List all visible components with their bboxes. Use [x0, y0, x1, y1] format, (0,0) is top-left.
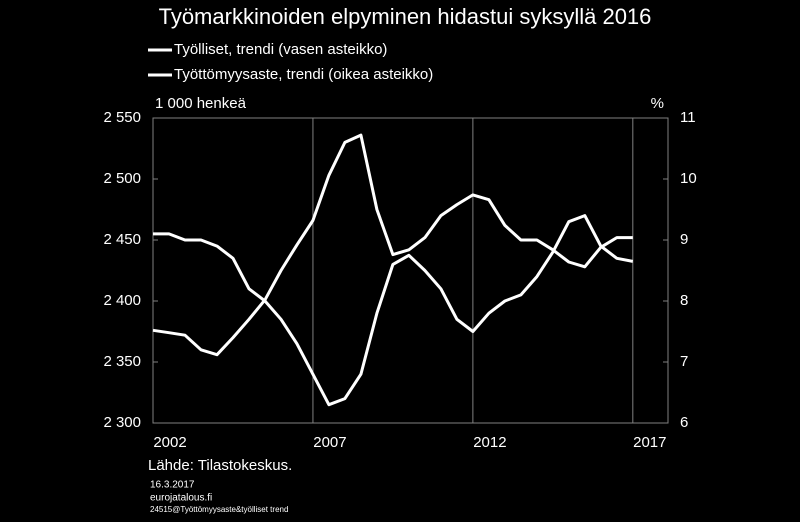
y2-tick-label: 6 [680, 414, 688, 431]
plot-frame [152, 117, 669, 424]
y2-axis-label: % [651, 95, 664, 112]
legend-label: Työttömyysaste, trendi (oikea asteikko) [174, 66, 433, 83]
y2-tick-label: 9 [680, 231, 688, 248]
x-tick-label: 2017 [633, 434, 666, 451]
y2-tick-label: 7 [680, 353, 688, 370]
y2-tick-label: 11 [680, 109, 696, 126]
x-tick-label: 2007 [313, 434, 346, 451]
x-tick-label: 2012 [473, 434, 506, 451]
y-tick-label: 2 300 [103, 414, 141, 431]
chart-title: Työmarkkinoiden elpyminen hidastui syksy… [159, 4, 652, 29]
y-tick-label: 2 500 [103, 170, 141, 187]
y-axis-label: 1 000 henkeä [155, 95, 247, 112]
y-tick-label: 2 550 [103, 109, 141, 126]
y2-tick-label: 8 [680, 292, 688, 309]
footnote: eurojatalous.fi [150, 493, 212, 504]
source: Lähde: Tilastokeskus. [148, 457, 292, 474]
footnote: 24515@Työttömyysaste&työlliset trend [150, 505, 288, 514]
y-tick-label: 2 350 [103, 353, 141, 370]
series-line [153, 214, 634, 407]
y2-tick-label: 10 [680, 170, 697, 187]
legend-label: Työlliset, trendi (vasen asteikko) [174, 41, 387, 58]
y-tick-label: 2 400 [103, 292, 141, 309]
y-tick-label: 2 450 [103, 231, 141, 248]
x-tick-label: 2002 [153, 434, 186, 451]
series-line [152, 133, 633, 357]
footnote: 16.3.2017 [150, 480, 195, 491]
